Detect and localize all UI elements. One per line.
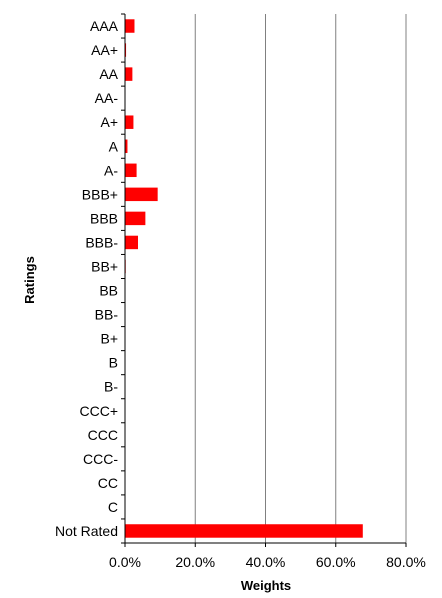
x-axis-title: Weights: [241, 578, 291, 593]
y-tick-label: C: [108, 499, 118, 515]
y-tick-labels: AAAAA+AAAA-A+AA-BBB+BBBBBB-BB+BBBB-B+BB-…: [55, 18, 119, 539]
y-tick-label: A: [109, 138, 119, 154]
y-tick-label: B+: [100, 331, 118, 347]
x-tick-label: 60.0%: [316, 554, 356, 570]
bar: [125, 43, 127, 57]
y-axis-title: Ratings: [22, 256, 37, 304]
y-tick-label: BB: [99, 283, 118, 299]
x-tick-labels: 0.0% 20.0% 40.0% 60.0% 80.0%: [109, 554, 426, 570]
y-tick-label: B: [109, 355, 118, 371]
bar: [125, 524, 363, 538]
y-tick-label: AA-: [95, 90, 119, 106]
y-tick-label: CCC-: [83, 451, 118, 467]
y-tick-label: BBB-: [85, 234, 118, 250]
y-tick-label: A-: [104, 162, 118, 178]
x-tick-label: 80.0%: [386, 554, 426, 570]
y-tick-label: BB+: [91, 258, 118, 274]
y-tick-label: AA: [99, 66, 118, 82]
bar: [125, 163, 137, 178]
bar: [125, 187, 158, 202]
bar: [125, 139, 128, 153]
bar: [125, 235, 138, 250]
y-tick-label: A+: [100, 114, 118, 130]
axes: [121, 13, 407, 547]
y-tick-label: BBB: [90, 210, 118, 226]
bar: [125, 67, 133, 81]
gridlines: [194, 14, 407, 543]
bar-series: [125, 19, 363, 538]
y-tick-label: AA+: [91, 42, 118, 58]
y-tick-label: CCC+: [79, 403, 118, 419]
x-tick-label: 0.0%: [109, 554, 141, 570]
bar: [125, 211, 146, 226]
bar: [125, 19, 135, 33]
x-tick-label: 20.0%: [175, 554, 215, 570]
y-tick-label: AAA: [90, 18, 119, 34]
y-tick-label: CC: [98, 475, 118, 491]
y-tick-label: BB-: [95, 307, 119, 323]
y-tick-label: Not Rated: [55, 523, 118, 539]
bar: [125, 115, 134, 129]
y-tick-label: B-: [104, 379, 118, 395]
x-tick-label: 40.0%: [246, 554, 286, 570]
y-tick-label: BBB+: [82, 186, 118, 202]
y-tick-label: CCC: [88, 427, 118, 443]
